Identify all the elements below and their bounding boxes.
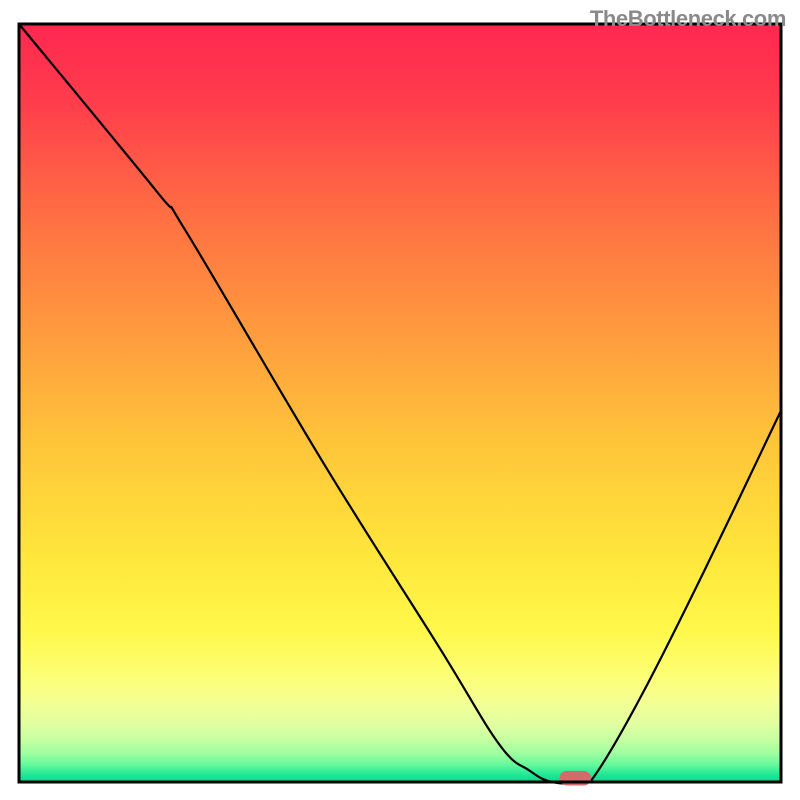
bottleneck-chart — [0, 0, 800, 800]
plot-background-gradient — [19, 24, 781, 782]
watermark-text: TheBottleneck.com — [590, 6, 786, 32]
